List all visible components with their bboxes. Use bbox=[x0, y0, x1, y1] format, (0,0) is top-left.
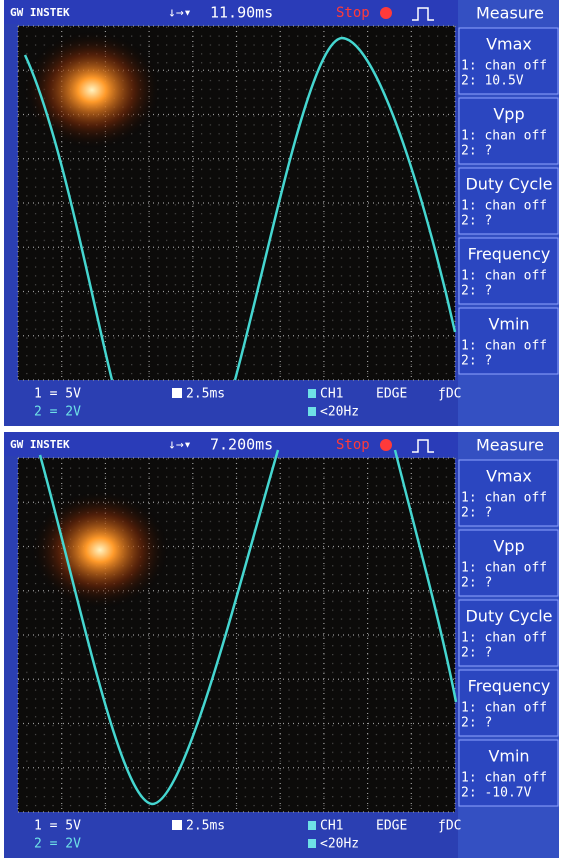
measure-name: Vpp bbox=[493, 105, 524, 124]
measure-name: Vmin bbox=[488, 747, 529, 766]
ch2-scale: 2 = 2V bbox=[34, 837, 81, 852]
trigger-type: EDGE bbox=[376, 819, 407, 834]
measure-line: 2: 10.5V bbox=[461, 74, 524, 89]
menu-item bbox=[458, 237, 559, 305]
trigger-arrows: ↓→▾ bbox=[168, 438, 191, 453]
run-status: Stop bbox=[336, 437, 370, 453]
menu-title: Measure bbox=[476, 4, 544, 23]
measure-line: 2: ? bbox=[461, 214, 492, 229]
waveform-trace bbox=[23, 36, 457, 381]
measure-line: 1: chan off bbox=[461, 561, 547, 576]
measure-line: 1: chan off bbox=[461, 129, 547, 144]
measure-line: 1: chan off bbox=[461, 199, 547, 214]
menu-item bbox=[458, 97, 559, 165]
measure-name: Frequency bbox=[468, 677, 551, 696]
source-icon bbox=[308, 389, 316, 398]
measure-line: 2: ? bbox=[461, 354, 492, 369]
timebase-icon bbox=[172, 388, 182, 398]
measure-line: 2: ? bbox=[461, 576, 492, 591]
measure-line: 1: chan off bbox=[461, 59, 547, 74]
pulse-icon bbox=[412, 439, 434, 453]
measure-line: 1: chan off bbox=[461, 771, 547, 786]
measure-line: 1: chan off bbox=[461, 269, 547, 284]
status-icon bbox=[380, 7, 392, 19]
time-position: 7.200ms bbox=[210, 436, 273, 454]
measure-name: Vmax bbox=[486, 35, 532, 54]
trigger-source: CH1 bbox=[320, 819, 343, 834]
light-glare bbox=[22, 30, 162, 150]
waveform-trace bbox=[38, 449, 458, 806]
coupling: ƒDC bbox=[438, 387, 461, 402]
measure-line: 2: -10.7V bbox=[461, 786, 532, 801]
measure-line: 2: ? bbox=[461, 506, 492, 521]
ch1-scale: 1 = 5V bbox=[34, 387, 81, 402]
measure-line: 2: ? bbox=[461, 716, 492, 731]
ch2-scale: 2 = 2V bbox=[34, 405, 81, 420]
freq-icon bbox=[308, 839, 316, 848]
timebase: 2.5ms bbox=[186, 387, 225, 402]
measure-line: 2: ? bbox=[461, 144, 492, 159]
menu-item bbox=[458, 599, 559, 667]
timebase: 2.5ms bbox=[186, 819, 225, 834]
coupling: ƒDC bbox=[438, 819, 461, 834]
menu-item bbox=[458, 529, 559, 597]
measure-name: Vpp bbox=[493, 537, 524, 556]
timebase-icon bbox=[172, 820, 182, 830]
measure-line: 2: ? bbox=[461, 646, 492, 661]
menu-title: Measure bbox=[476, 436, 544, 455]
measure-name: Vmax bbox=[486, 467, 532, 486]
measure-line: 1: chan off bbox=[461, 701, 547, 716]
measure-line: 1: chan off bbox=[461, 631, 547, 646]
menu-item bbox=[458, 459, 559, 527]
brand: GW INSTEK bbox=[10, 6, 70, 19]
frequency: <20Hz bbox=[320, 405, 359, 420]
status-icon bbox=[380, 439, 392, 451]
menu-item bbox=[458, 27, 559, 95]
pulse-icon bbox=[412, 7, 434, 21]
ch1-scale: 1 = 5V bbox=[34, 819, 81, 834]
menu-item bbox=[458, 307, 559, 375]
menu-item bbox=[458, 167, 559, 235]
time-position: 11.90ms bbox=[210, 4, 273, 22]
menu-item bbox=[458, 669, 559, 737]
measure-name: Vmin bbox=[488, 315, 529, 334]
run-status: Stop bbox=[336, 5, 370, 21]
source-icon bbox=[308, 821, 316, 830]
trigger-source: CH1 bbox=[320, 387, 343, 402]
freq-icon bbox=[308, 407, 316, 416]
measure-line: 1: chan off bbox=[461, 491, 547, 506]
measure-name: Duty Cycle bbox=[465, 607, 552, 626]
measure-line: 1: chan off bbox=[461, 339, 547, 354]
screen-top: GW INSTEK ↓→▾ 11.90ms Stop Measure Vmax 1: cha… bbox=[4, 0, 559, 426]
trigger-type: EDGE bbox=[376, 387, 407, 402]
measure-name: Frequency bbox=[468, 245, 551, 264]
brand: GW INSTEK bbox=[10, 438, 70, 451]
menu-item bbox=[458, 739, 559, 807]
measure-line: 2: ? bbox=[461, 284, 492, 299]
frequency: <20Hz bbox=[320, 837, 359, 852]
trigger-arrows: ↓→▾ bbox=[168, 6, 191, 21]
light-glare bbox=[30, 490, 170, 610]
screen-bottom: GW INSTEK ↓→▾ 7.200ms Stop Measure Vmax 1: cha… bbox=[4, 432, 559, 858]
measure-name: Duty Cycle bbox=[465, 175, 552, 194]
